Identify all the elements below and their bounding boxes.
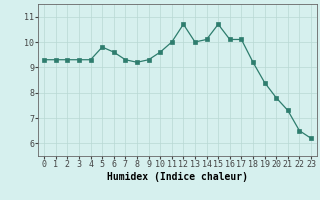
X-axis label: Humidex (Indice chaleur): Humidex (Indice chaleur) [107, 172, 248, 182]
